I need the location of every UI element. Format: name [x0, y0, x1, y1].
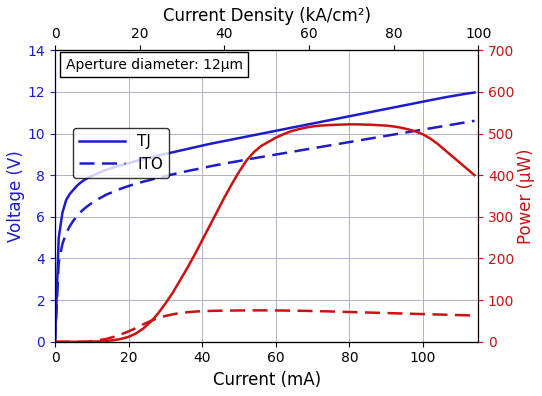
ITO Power [243, 308, 250, 313]
TJ [332, 117, 338, 122]
ITO Power [140, 322, 147, 327]
TJ Power [332, 122, 338, 127]
TJ Power [52, 339, 59, 344]
Line: ITO Power: ITO Power [55, 310, 474, 342]
TJ [228, 137, 235, 142]
ITO [332, 142, 338, 147]
X-axis label: Current Density (kA/cm²): Current Density (kA/cm²) [163, 7, 371, 25]
Line: ITO: ITO [55, 121, 474, 342]
TJ Power [346, 122, 353, 127]
Line: TJ: TJ [55, 93, 474, 342]
TJ Power [228, 182, 235, 187]
ITO [243, 157, 250, 162]
ITO [464, 120, 470, 124]
Y-axis label: Voltage (V): Voltage (V) [7, 150, 25, 242]
ITO [155, 175, 162, 180]
ITO Power [339, 309, 345, 314]
Legend: TJ, ITO: TJ, ITO [73, 128, 170, 178]
TJ [471, 90, 478, 95]
ITO Power [464, 313, 470, 318]
TJ [52, 339, 59, 344]
ITO Power [250, 308, 257, 313]
TJ [243, 134, 250, 139]
TJ Power [140, 326, 147, 331]
ITO Power [228, 308, 235, 313]
ITO [52, 339, 59, 344]
ITO Power [471, 313, 478, 318]
TJ Power [471, 173, 478, 177]
ITO Power [52, 339, 59, 344]
TJ Power [155, 311, 162, 316]
TJ Power [464, 167, 470, 171]
Line: TJ Power: TJ Power [55, 124, 474, 342]
TJ Power [243, 158, 250, 163]
Y-axis label: Power (μW): Power (μW) [517, 148, 535, 244]
ITO [228, 160, 235, 165]
ITO [140, 179, 147, 184]
TJ [140, 157, 147, 162]
Text: Aperture diameter: 12μm: Aperture diameter: 12μm [66, 57, 243, 72]
X-axis label: Current (mA): Current (mA) [212, 371, 321, 389]
TJ [155, 153, 162, 158]
ITO [471, 118, 478, 123]
TJ [464, 91, 470, 96]
ITO Power [155, 316, 162, 320]
